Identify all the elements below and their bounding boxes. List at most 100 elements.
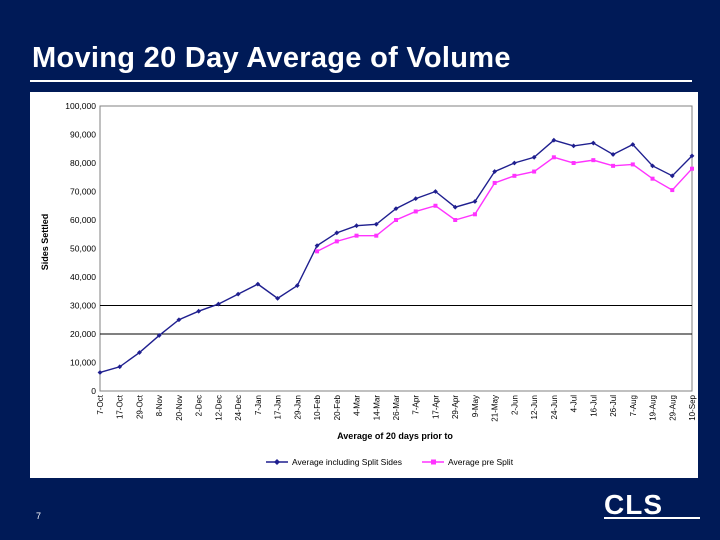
data-point xyxy=(551,155,556,160)
x-tick-label: 8-Nov xyxy=(155,395,164,416)
legend-marker xyxy=(274,459,280,465)
y-tick-label: 70,000 xyxy=(70,187,96,197)
chart-legend: Average including Split Sides Average pre… xyxy=(266,457,514,467)
data-point xyxy=(571,143,576,149)
data-point xyxy=(413,209,418,214)
data-point xyxy=(314,243,320,249)
cls-logo: CLS xyxy=(604,489,700,520)
x-tick-label: 24-Jun xyxy=(550,395,559,419)
data-point xyxy=(275,295,280,301)
series-line-including-split xyxy=(99,139,693,374)
x-tick-label: 26-Mar xyxy=(392,395,401,421)
y-tick-label: 100,000 xyxy=(65,101,96,111)
data-point xyxy=(689,153,695,159)
x-tick-label: 12-Jun xyxy=(530,395,539,419)
data-point xyxy=(611,163,616,168)
data-point xyxy=(551,137,557,143)
y-tick-label: 80,000 xyxy=(70,158,96,168)
data-point xyxy=(670,188,675,193)
x-tick-label: 7-Apr xyxy=(412,395,421,415)
data-point xyxy=(512,173,517,178)
y-tick-label: 60,000 xyxy=(70,215,96,225)
data-point xyxy=(630,162,635,167)
x-tick-label: 12-Dec xyxy=(214,395,223,421)
page-number: 7 xyxy=(36,511,42,521)
volume-line-chart: 100,000 90,000 80,000 70,000 60,000 50,000 40,… xyxy=(40,101,697,467)
x-tick-label: 2-Dec xyxy=(195,395,204,416)
title-underline xyxy=(30,80,692,82)
x-tick-label: 9-May xyxy=(471,395,480,417)
plot-area xyxy=(99,105,693,392)
x-tick-label: 24-Dec xyxy=(234,395,243,421)
y-tick-label: 0 xyxy=(91,386,96,396)
x-tick-label: 7-Oct xyxy=(96,394,105,414)
x-tick-label: 26-Jul xyxy=(609,395,618,417)
legend-marker xyxy=(431,459,436,465)
x-tick-label: 29-Apr xyxy=(451,395,460,419)
data-point xyxy=(294,283,300,288)
cls-logo-text: CLS xyxy=(604,489,663,520)
data-point xyxy=(452,204,458,210)
data-point xyxy=(216,301,221,307)
x-tick-label: 29-Jan xyxy=(293,395,302,419)
data-point xyxy=(354,223,359,229)
data-point xyxy=(492,169,498,174)
x-tick-label: 21-May xyxy=(491,395,500,422)
data-point xyxy=(97,370,103,375)
x-tick-label: 7-Jan xyxy=(254,395,263,415)
data-point xyxy=(393,206,399,211)
data-point xyxy=(650,176,655,181)
data-point xyxy=(394,218,398,222)
legend-label: Average pre Split xyxy=(448,457,514,467)
data-point xyxy=(492,180,497,185)
data-point xyxy=(591,158,596,163)
x-tick-label: 10-Sep xyxy=(688,394,697,420)
x-tick-label: 29-Aug xyxy=(668,395,677,421)
x-tick-label: 29-Oct xyxy=(135,394,144,419)
data-point xyxy=(669,173,675,179)
slide-title: Moving 20 Day Average of Volume xyxy=(32,42,511,74)
x-tick-label: 20-Feb xyxy=(333,394,342,420)
y-tick-label: 30,000 xyxy=(70,301,96,311)
data-point xyxy=(315,249,320,254)
data-point xyxy=(472,212,477,217)
series-line-pre-split xyxy=(316,156,693,252)
x-tick-label: 17-Jan xyxy=(274,395,283,419)
data-point xyxy=(532,169,537,174)
x-tick-label: 14-Mar xyxy=(372,395,381,421)
data-point xyxy=(472,199,478,204)
chart-panel: 100,000 90,000 80,000 70,000 60,000 50,000 40,… xyxy=(30,92,698,478)
data-point xyxy=(354,233,359,238)
y-tick-label: 40,000 xyxy=(70,272,96,282)
y-axis-title: Sides Settled xyxy=(40,214,50,271)
x-tick-label: 17-Oct xyxy=(116,394,125,419)
x-tick-label: 4-Mar xyxy=(353,395,362,416)
x-tick-label: 2-Jun xyxy=(510,395,519,415)
x-axis-title: Average of 20 days prior to xyxy=(337,431,453,441)
data-point xyxy=(433,203,438,208)
data-point xyxy=(590,140,596,146)
x-tick-label: 16-Jul xyxy=(589,395,598,417)
data-point xyxy=(334,230,340,236)
data-point xyxy=(334,239,339,244)
data-point xyxy=(650,163,655,169)
x-tick-label: 4-Jul xyxy=(570,395,579,413)
logo-underline xyxy=(604,517,700,519)
legend-label: Average including Split Sides xyxy=(292,457,402,467)
data-point xyxy=(117,364,123,370)
data-point xyxy=(374,233,379,238)
data-point xyxy=(235,291,241,297)
x-tick-label: 10-Feb xyxy=(313,394,322,420)
data-point xyxy=(571,161,576,165)
data-point xyxy=(156,333,162,338)
data-point xyxy=(531,154,537,160)
data-point xyxy=(610,152,616,157)
x-tick-label: 17-Apr xyxy=(431,395,440,419)
y-tick-label: 20,000 xyxy=(70,329,96,339)
data-point xyxy=(512,160,517,166)
y-tick-label: 50,000 xyxy=(70,244,96,254)
data-point xyxy=(690,166,694,171)
data-point xyxy=(453,218,458,222)
data-point xyxy=(255,281,261,287)
data-point xyxy=(196,308,202,314)
